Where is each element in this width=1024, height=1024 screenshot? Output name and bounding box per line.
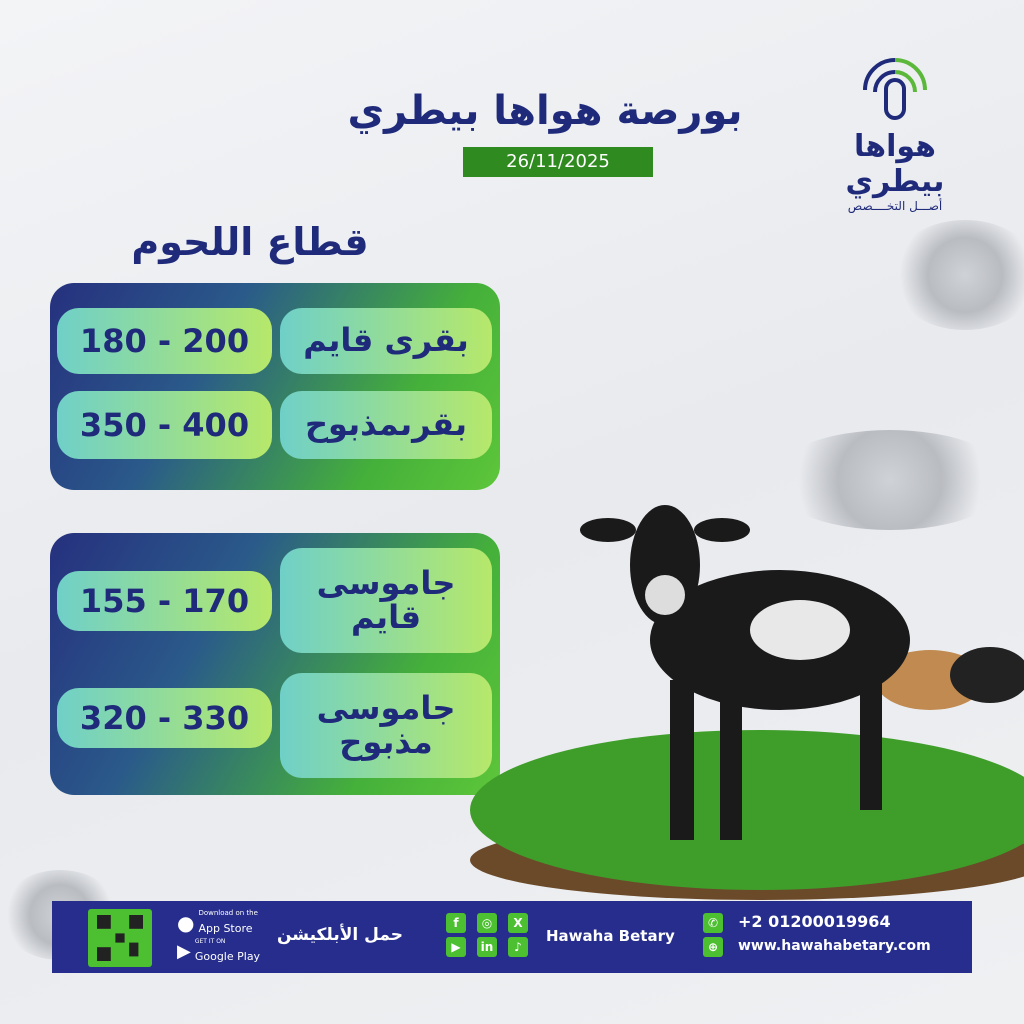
download-app-text: حمل الأبلكيشن <box>277 925 403 945</box>
google-small: GET IT ON <box>194 938 226 945</box>
qr-code-icon[interactable] <box>88 909 152 967</box>
cloud <box>890 220 1024 330</box>
row-label: جاموسى مذبوح <box>280 673 492 778</box>
row-label: بقرىمذبوح <box>280 391 492 459</box>
row-value: 155 - 170 <box>57 571 272 631</box>
price-card-buffalo: جاموسى قايم 155 - 170 جاموسى مذبوح 320 -… <box>50 533 500 795</box>
google-play-link[interactable]: ▶ GET IT ON Google Play <box>177 938 260 964</box>
row-label: بقرى قايم <box>280 308 492 374</box>
app-store-small: Download on the <box>198 909 258 917</box>
app-store-link[interactable]: ● Download on the App Store <box>177 909 258 936</box>
play-icon: ▶ <box>177 940 191 962</box>
linkedin-icon[interactable]: in <box>477 937 497 957</box>
date-badge: 26/11/2025 <box>463 147 653 177</box>
page-title: بورصة هواها بيطري <box>347 88 743 134</box>
google-play-label: Google Play <box>194 950 261 963</box>
website-icon[interactable]: ⊕ <box>703 937 723 957</box>
apple-icon: ● <box>177 910 195 935</box>
row-value: 320 - 330 <box>57 688 272 748</box>
section-title: قطاع اللحوم <box>131 220 369 264</box>
row-value: 180 - 200 <box>57 308 272 374</box>
tiktok-icon[interactable]: ♪ <box>508 937 528 957</box>
phone-number[interactable]: +2 01200019964 <box>738 912 891 931</box>
footer-bar: ● Download on the App Store ▶ GET IT ON Go… <box>52 901 972 973</box>
website-link[interactable]: www.hawahabetary.com <box>738 938 931 954</box>
row-value: 350 - 400 <box>57 391 272 459</box>
logo-name: هواها بيطري <box>845 129 945 199</box>
youtube-icon[interactable]: ▶ <box>446 937 466 957</box>
logo-tagline: أصـــل التخــــصص <box>847 199 943 213</box>
app-store-label: App Store <box>198 922 253 935</box>
whatsapp-icon[interactable]: ✆ <box>703 913 723 933</box>
logo-signal-icon <box>863 58 927 120</box>
brand-logo: هواها بيطري أصـــل التخــــصص <box>815 50 975 213</box>
price-card-cows: بقرى قايم 180 - 200 بقرىمذبوح 350 - 400 <box>50 283 500 490</box>
x-icon[interactable]: X <box>508 913 528 933</box>
facebook-icon[interactable]: f <box>446 913 466 933</box>
instagram-icon[interactable]: ◎ <box>477 913 497 933</box>
cloud <box>770 430 1010 530</box>
cow-on-grass-illustration <box>470 505 1024 900</box>
brand-name: Hawaha Betary <box>546 927 675 945</box>
row-label: جاموسى قايم <box>280 548 492 653</box>
